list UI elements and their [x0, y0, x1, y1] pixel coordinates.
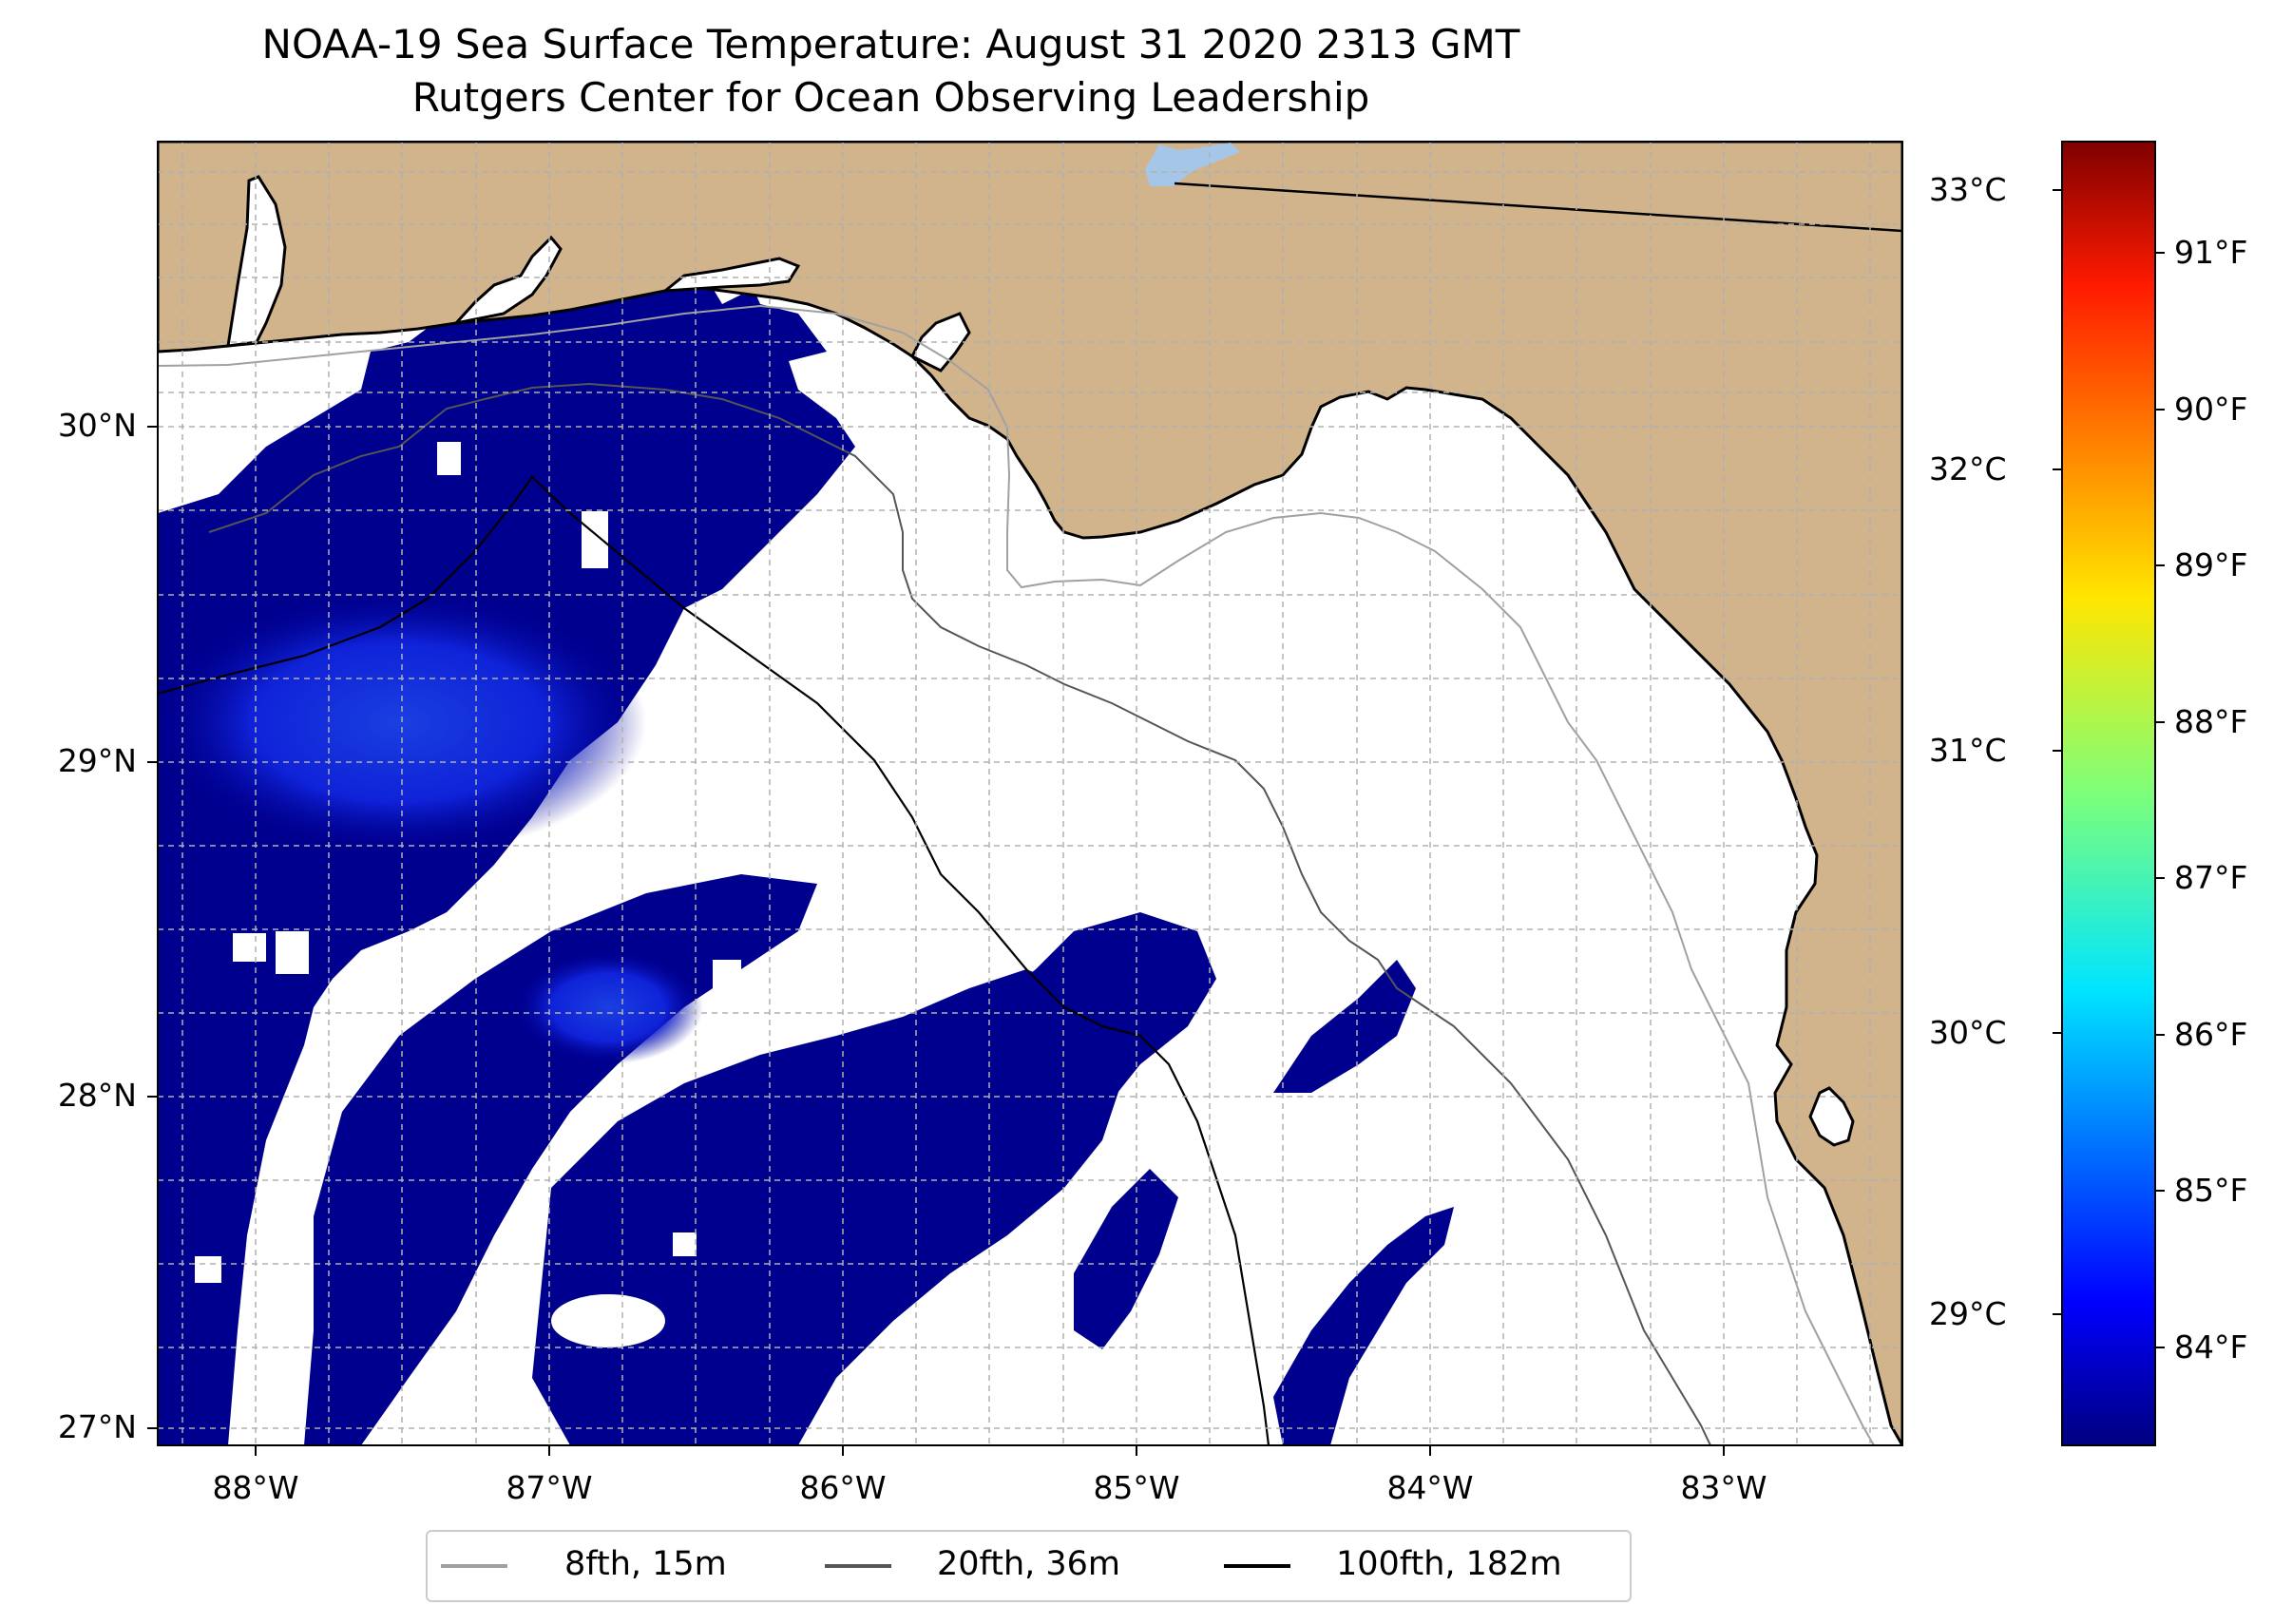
lat-tick-label: 28°N: [57, 1077, 137, 1114]
lon-tick-label: 85°W: [1093, 1469, 1180, 1506]
colorbar-celsius-label: 33°C: [1929, 171, 2007, 208]
cloud-gap: [437, 442, 461, 475]
axis-ticks: [147, 426, 1725, 1456]
pensacola-bay: [451, 235, 563, 326]
colorbar-ticks: [2053, 189, 2165, 1348]
cloud-gap: [551, 1294, 665, 1347]
map-area[interactable]: [152, 142, 1902, 1445]
sst-field: [158, 209, 1454, 1445]
lon-tick-label: 87°W: [506, 1469, 593, 1506]
legend-swatch: [825, 1564, 891, 1568]
colorbar-fahrenheit-label: 86°F: [2174, 1016, 2248, 1053]
sst-apalachee-patch: [1273, 960, 1416, 1093]
cloud-gap: [233, 933, 266, 962]
colorbar-celsius-label: 32°C: [1929, 450, 2007, 487]
choctawhatchee-bay: [660, 257, 801, 293]
lon-tick-label: 86°W: [799, 1469, 887, 1506]
colorbar-fahrenheit-label: 89°F: [2174, 546, 2248, 583]
colorbar-fahrenheit-label: 88°F: [2174, 703, 2248, 740]
colorbar-fahrenheit-label: 90°F: [2174, 391, 2248, 428]
lake: [1145, 143, 1240, 186]
colorbar-celsius-label: 29°C: [1929, 1295, 2007, 1332]
chart-title: NOAA-19 Sea Surface Temperature: August …: [261, 21, 1520, 67]
gridlines: [158, 142, 1902, 1445]
state-border: [1174, 182, 1902, 233]
isobath-20fth: [208, 382, 1711, 1445]
colorbar-fahrenheit-label: 84°F: [2174, 1328, 2248, 1366]
lon-tick-label: 83°W: [1680, 1469, 1767, 1506]
mobile-bay: [226, 175, 287, 348]
lon-tick-label: 84°W: [1386, 1469, 1474, 1506]
sst-central-band: [304, 874, 817, 1445]
st-andrew-bay: [909, 312, 971, 373]
isobath-100fth: [158, 475, 1270, 1445]
sst-east-patch: [1074, 1169, 1178, 1349]
sst-shelf-patch: [941, 912, 1216, 1131]
sst-south-patch: [1273, 1207, 1454, 1445]
legend: 8fth, 15m 20fth, 36m 100fth, 182m: [426, 1530, 1632, 1602]
cloud-gap: [713, 960, 741, 993]
lat-tick-label: 30°N: [57, 407, 137, 444]
legend-label: 100fth, 182m: [1336, 1545, 1562, 1583]
legend-label: 8fth, 15m: [564, 1545, 727, 1583]
colorbar-fahrenheit-label: 91°F: [2174, 234, 2248, 271]
map-frame: [157, 141, 1903, 1446]
lon-tick-label: 88°W: [212, 1469, 299, 1506]
colorbar-fahrenheit-label: 87°F: [2174, 859, 2248, 896]
cloud-gap: [195, 1256, 221, 1283]
chart-subtitle: Rutgers Center for Ocean Observing Leade…: [411, 74, 1370, 121]
colorbar: [2061, 141, 2156, 1446]
colorbar-celsius-label: 30°C: [1929, 1014, 2007, 1051]
isobath-8fth: [158, 304, 1875, 1445]
legend-swatch: [1224, 1564, 1290, 1568]
cloud-gap: [276, 931, 309, 974]
sst-warm-core: [158, 589, 646, 855]
cloud-gap: [673, 1232, 697, 1256]
colorbar-fahrenheit-label: 85°F: [2174, 1172, 2248, 1209]
legend-label: 20fth, 36m: [937, 1545, 1121, 1583]
colorbar-celsius-label: 31°C: [1929, 732, 2007, 769]
lat-tick-label: 27°N: [57, 1408, 137, 1445]
land-mass: [158, 142, 1902, 1445]
legend-swatch: [441, 1564, 507, 1568]
lat-tick-label: 29°N: [57, 742, 137, 779]
cloud-gap: [582, 511, 608, 568]
sst-warm-core-2: [513, 950, 703, 1064]
tampa-bay: [1808, 1086, 1855, 1147]
